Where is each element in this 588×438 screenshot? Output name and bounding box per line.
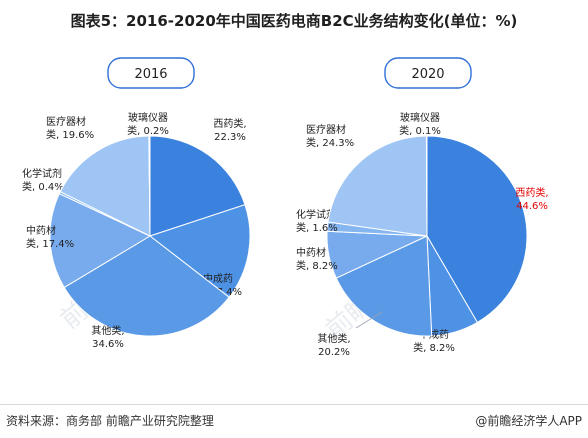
source-note: 资料来源：商务部 前瞻产业研究院整理 <box>6 414 214 428</box>
slice-label-2020-qita: 其他类, 20.2% <box>317 332 350 358</box>
leader-line-2020-qita <box>355 311 383 329</box>
pie-slice-2016-yiliao <box>59 135 151 237</box>
pie-slice-2020-boli <box>425 135 428 237</box>
pie-slice-2016-zhongyaocai <box>49 193 152 289</box>
slice-label-2016-boli: 玻璃仪器类, 0.2% <box>127 111 169 137</box>
slice-label-2016-yiliao: 医疗器材类, 19.6% <box>46 115 94 141</box>
pie-slice-2020-yiliao <box>327 135 428 237</box>
year-badge-2016 <box>107 57 195 89</box>
slice-label-2020-huaxue: 化学试剂类, 1.6% <box>296 208 338 234</box>
brand-credit: @前瞻经济学人APP <box>475 414 582 428</box>
pie-slice-2016-zhongchengyao <box>148 204 251 298</box>
slice-label-2016-qita: 其他类, 34.6% <box>91 324 124 350</box>
slice-label-2016-huaxue: 化学试剂类, 0.4% <box>22 167 64 193</box>
slice-label-2020-zhongyaocai: 中药材类, 8.2% <box>296 246 338 272</box>
year-badge-2020 <box>384 57 472 89</box>
year-label-2016: 2016 <box>134 67 167 82</box>
year-label-2020: 2020 <box>411 67 444 82</box>
slice-label-2016-zhongyaocai: 中药材类, 17.4% <box>26 224 74 250</box>
footer-divider <box>0 404 588 405</box>
pie-slice-2016-boli <box>148 135 151 237</box>
slice-label-2016-xiyao: 西药类, 22.3% <box>213 117 246 143</box>
pie-slice-2020-xiyao <box>426 135 528 324</box>
chart-title: 图表5：2016-2020年中国医药电商B2C业务结构变化(单位：%) <box>70 12 518 30</box>
slice-label-2020-yiliao: 医疗器材类, 24.3% <box>306 123 354 149</box>
slice-label-2020-boli: 玻璃仪器类, 0.1% <box>399 111 441 137</box>
pie-slice-2016-qita <box>63 235 230 337</box>
pie-slice-2020-qita <box>335 235 433 337</box>
slice-label-2020-xiyao: 西药类, 44.6% <box>515 186 548 212</box>
pie-slice-2016-xiyao <box>149 135 246 237</box>
